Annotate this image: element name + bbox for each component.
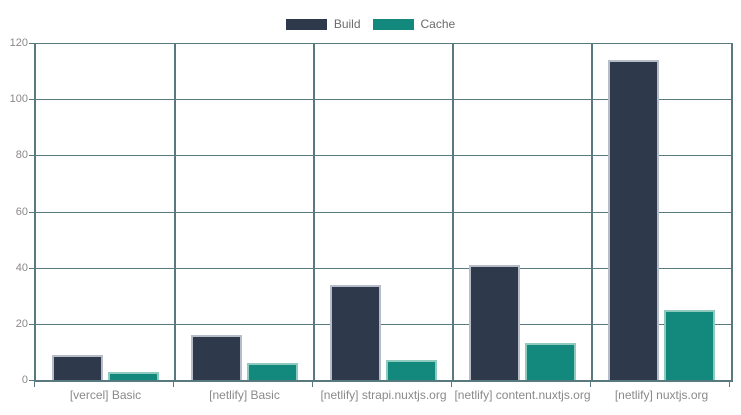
x-tick-mark: [34, 382, 35, 387]
y-tick-label: 60: [15, 205, 28, 218]
legend: Build Cache: [0, 16, 741, 32]
bar-build-2[interactable]: [329, 285, 381, 380]
x-category-label: [netlify] content.nuxtjs.org: [454, 388, 591, 402]
bar-cache-3[interactable]: [525, 343, 577, 380]
y-tick-mark: [29, 323, 34, 325]
gridline-v: [174, 43, 176, 380]
legend-item-build[interactable]: Build: [285, 17, 361, 31]
gridline-h: [36, 43, 731, 44]
legend-item-cache[interactable]: Cache: [372, 17, 456, 31]
gridline-v: [591, 43, 593, 380]
y-tick-label: 100: [9, 93, 28, 106]
x-tick-mark: [451, 382, 452, 387]
bar-cache-4[interactable]: [664, 310, 716, 380]
legend-label-build: Build: [333, 17, 361, 31]
x-category-label: [netlify] strapi.nuxtjs.org: [320, 388, 447, 402]
gridline-h: [36, 267, 731, 269]
y-tick-label: 20: [15, 317, 28, 330]
bar-build-1[interactable]: [190, 335, 242, 380]
bar-cache-1[interactable]: [247, 363, 299, 380]
legend-swatch-build-icon: [285, 18, 327, 30]
y-tick-mark: [29, 155, 34, 157]
gridline-h: [36, 99, 731, 101]
x-tick-mark: [312, 382, 313, 387]
y-tick-label: 120: [9, 37, 28, 49]
gridline-h: [36, 211, 731, 213]
bar-build-4[interactable]: [607, 60, 659, 380]
x-category-label: [vercel] Basic: [69, 388, 142, 402]
bar-build-0[interactable]: [51, 355, 103, 380]
x-category-label: [netlify] nuxtjs.org: [614, 388, 709, 402]
gridline-h: [36, 323, 731, 325]
y-tick-mark: [29, 267, 34, 269]
x-tick-mark: [590, 382, 591, 387]
bar-cache-0[interactable]: [108, 372, 160, 380]
x-tick-mark: [173, 382, 174, 387]
y-tick-mark: [29, 99, 34, 101]
gridline-v: [452, 43, 454, 380]
y-tick-label: 80: [15, 149, 28, 162]
y-tick-mark: [29, 43, 34, 44]
gridline-h: [36, 155, 731, 157]
x-tick-mark: [729, 382, 730, 387]
y-tick-label: 40: [15, 261, 28, 274]
legend-swatch-cache-icon: [372, 18, 414, 30]
x-category-label: [netlify] Basic: [209, 388, 280, 402]
y-tick-mark: [29, 211, 34, 213]
plot-area: [34, 43, 733, 382]
bar-build-3[interactable]: [468, 265, 520, 380]
y-tick-mark: [29, 380, 34, 381]
legend-label-cache: Cache: [420, 17, 456, 31]
bar-cache-2[interactable]: [386, 360, 438, 380]
gridline-v: [313, 43, 315, 380]
y-tick-label: 0: [21, 374, 28, 386]
